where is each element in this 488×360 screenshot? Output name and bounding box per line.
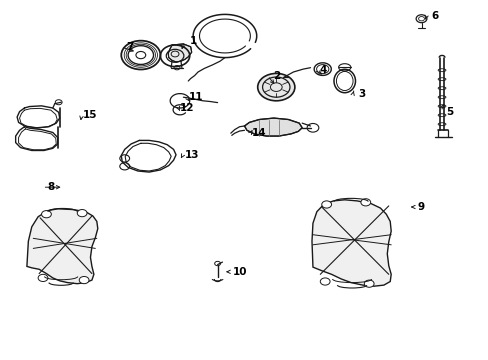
Text: 12: 12 — [180, 103, 194, 113]
Text: 7: 7 — [125, 42, 133, 52]
Circle shape — [320, 278, 329, 285]
Text: 5: 5 — [446, 107, 452, 117]
Circle shape — [77, 210, 87, 217]
Text: 8: 8 — [48, 182, 55, 192]
Polygon shape — [244, 118, 302, 136]
Circle shape — [257, 73, 294, 101]
Polygon shape — [168, 44, 191, 62]
Circle shape — [41, 211, 51, 218]
Text: 10: 10 — [232, 267, 246, 277]
Text: 2: 2 — [272, 71, 279, 81]
Polygon shape — [311, 200, 390, 286]
Text: 1: 1 — [189, 36, 196, 46]
Text: 15: 15 — [83, 110, 98, 120]
Text: 4: 4 — [318, 65, 326, 75]
Text: 13: 13 — [184, 150, 199, 160]
Circle shape — [321, 201, 331, 208]
Text: 14: 14 — [251, 128, 266, 138]
Text: 3: 3 — [358, 89, 365, 99]
Circle shape — [38, 274, 48, 282]
Circle shape — [79, 276, 89, 284]
Text: 11: 11 — [188, 92, 203, 102]
Text: 6: 6 — [431, 11, 438, 21]
Circle shape — [360, 199, 370, 206]
Circle shape — [364, 280, 373, 287]
Polygon shape — [27, 209, 98, 284]
Text: 9: 9 — [417, 202, 424, 212]
